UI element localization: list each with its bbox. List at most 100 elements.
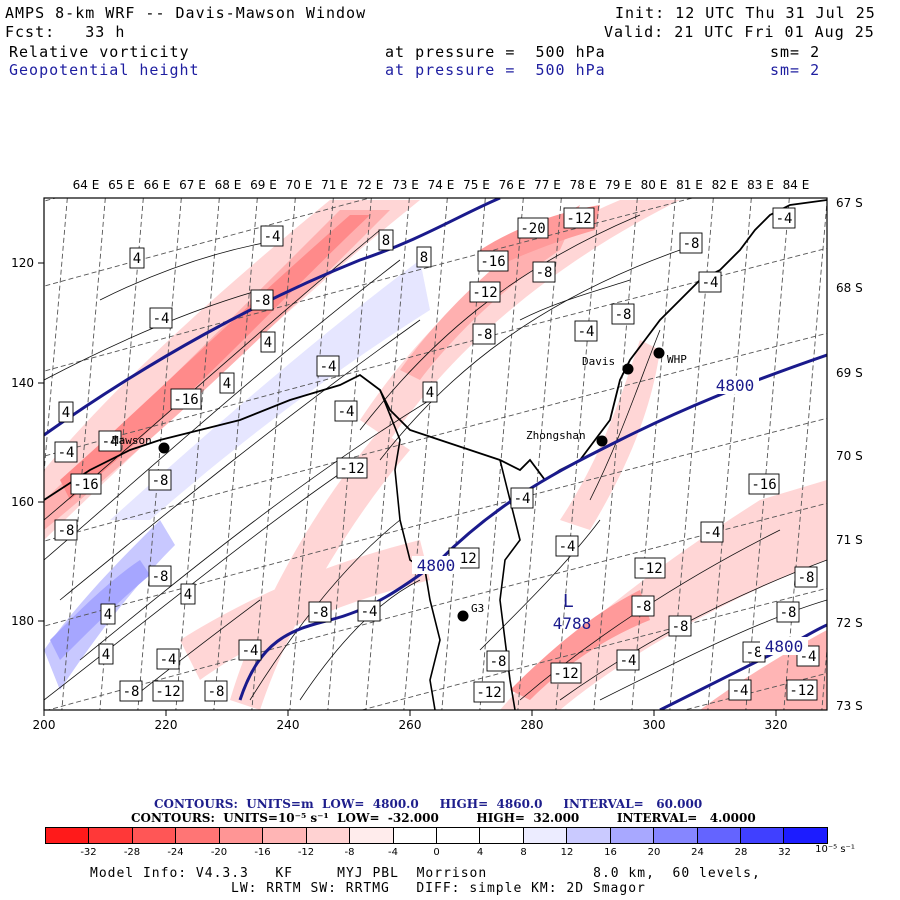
- vorticity-label: -4: [316, 355, 340, 377]
- svg-text:-8: -8: [208, 684, 225, 700]
- latitude-label: 72 S: [836, 616, 863, 630]
- latitude-label: 68 S: [836, 281, 863, 295]
- svg-text:-8: -8: [536, 265, 553, 281]
- meridian-line: [137, 198, 182, 710]
- svg-text:-12: -12: [566, 211, 591, 227]
- vorticity-label: -8: [486, 650, 510, 672]
- longitude-label: 70 E: [286, 178, 313, 192]
- parallel-line: [44, 198, 58, 202]
- svg-text:-12: -12: [553, 666, 578, 682]
- svg-text:-8: -8: [312, 605, 329, 621]
- vorticity-label: 4: [219, 372, 235, 394]
- svg-text:-12: -12: [155, 684, 180, 700]
- svg-text:-8: -8: [254, 293, 271, 309]
- vorticity-label: -4: [260, 225, 284, 247]
- svg-text:-4: -4: [102, 434, 119, 450]
- longitude-label: 67 E: [179, 178, 206, 192]
- svg-text:-16: -16: [173, 392, 198, 408]
- latitude-label: 71 S: [836, 533, 863, 547]
- longitude-label: 68 E: [215, 178, 242, 192]
- vorticity-contour-line: [79, 399, 431, 661]
- vorticity-contour-line: [99, 239, 281, 301]
- vorticity-label: -4: [156, 648, 180, 670]
- station-dot: [653, 347, 665, 359]
- svg-text:-4: -4: [514, 491, 531, 507]
- colorbar-tick-label: 0: [433, 847, 440, 858]
- vorticity-label: -8: [668, 615, 692, 637]
- longitude-label: 69 E: [250, 178, 277, 192]
- longitude-label: 76 E: [499, 178, 526, 192]
- longitude-label: 83 E: [747, 178, 774, 192]
- vorticity-label: -4: [149, 307, 173, 329]
- svg-text:-4: -4: [320, 359, 337, 375]
- svg-text:-8: -8: [780, 605, 797, 621]
- svg-text:8: 8: [382, 233, 390, 249]
- station-dot: [596, 435, 608, 447]
- meridian-line: [783, 198, 827, 710]
- map-frame: [43, 197, 828, 711]
- svg-text:-16: -16: [751, 477, 776, 493]
- svg-text:-12: -12: [339, 461, 364, 477]
- colorbar-tick-label: -24: [167, 847, 184, 858]
- vorticity-label: -16: [748, 473, 780, 495]
- meridian-line: [44, 198, 68, 478]
- colorbar-swatch: [219, 828, 264, 843]
- colorbar-tick-label: -16: [254, 847, 271, 858]
- vorticity-label: -8: [742, 641, 766, 663]
- model-info-physics: LW: RRTM SW: RRTMG DIFF: simple KM: 2D S…: [231, 881, 646, 896]
- vorticity-band-positive: [50, 560, 150, 660]
- vorticity-label: -4: [54, 441, 78, 463]
- longitude-label: 66 E: [144, 178, 171, 192]
- model-info: Model Info: V4.3.3 KF MYJ PBL Morrison 8…: [90, 866, 761, 881]
- parallel-line: [44, 247, 827, 457]
- colorbar-swatch: [523, 828, 568, 843]
- latitude-label: 70 S: [836, 449, 863, 463]
- x-tick-label: 260: [399, 718, 422, 732]
- lat-lon-grid: [44, 198, 827, 710]
- vorticity-contour-line: [519, 279, 631, 321]
- svg-text:-12: -12: [476, 685, 501, 701]
- x-tick-label: 220: [155, 718, 178, 732]
- station-label: G3: [471, 602, 484, 615]
- vorticity-label: 8: [378, 229, 394, 251]
- vorticity-label: 4: [180, 583, 196, 605]
- colorbar-swatch: [393, 828, 437, 843]
- vorticity-label: -4: [334, 400, 358, 422]
- meridian-line: [213, 198, 258, 710]
- field2-level: at pressure = 500 hPa: [385, 61, 606, 79]
- svg-text:4: 4: [184, 587, 192, 603]
- svg-text:-4: -4: [264, 229, 281, 245]
- colorbar-tick-label: 28: [734, 847, 748, 858]
- vorticity-label: -8: [204, 680, 228, 702]
- height-contour-4800: [238, 353, 827, 701]
- vorticity-label: -8: [148, 469, 172, 491]
- svg-text:-8: -8: [635, 599, 652, 615]
- vorticity-label: -12: [469, 281, 501, 303]
- meridian-line: [175, 198, 220, 710]
- svg-text:4: 4: [133, 251, 141, 267]
- svg-text:-4: -4: [242, 643, 259, 659]
- longitude-label: 75 E: [463, 178, 490, 192]
- low-value: 4788: [553, 614, 592, 633]
- meridian-line: [593, 198, 638, 710]
- vorticity-label: -16: [70, 473, 102, 495]
- colorbar-tick-label: -20: [210, 847, 228, 858]
- colorbar-tick-label: 12: [560, 847, 574, 858]
- svg-text:-4: -4: [160, 652, 177, 668]
- init-time: Init: 12 UTC Thu 31 Jul 25: [615, 4, 876, 22]
- longitude-label: 78 E: [570, 178, 597, 192]
- longitude-label: 80 E: [641, 178, 668, 192]
- vorticity-label: -4: [728, 679, 752, 701]
- vorticity-label: 4: [100, 603, 116, 625]
- svg-text:-4: -4: [704, 525, 721, 541]
- vorticity-label: -4: [700, 521, 724, 543]
- longitude-label: 73 E: [392, 178, 419, 192]
- meridian-line: [745, 198, 790, 710]
- vorticity-contour-line: [249, 519, 401, 701]
- vorticity-label: -16: [477, 250, 509, 272]
- vorticity-label: -8: [679, 232, 703, 254]
- meridian-line: [403, 198, 448, 710]
- station-label: Davis: [582, 355, 615, 368]
- vorticity-band-positive: [110, 260, 430, 520]
- svg-text:4: 4: [223, 376, 231, 392]
